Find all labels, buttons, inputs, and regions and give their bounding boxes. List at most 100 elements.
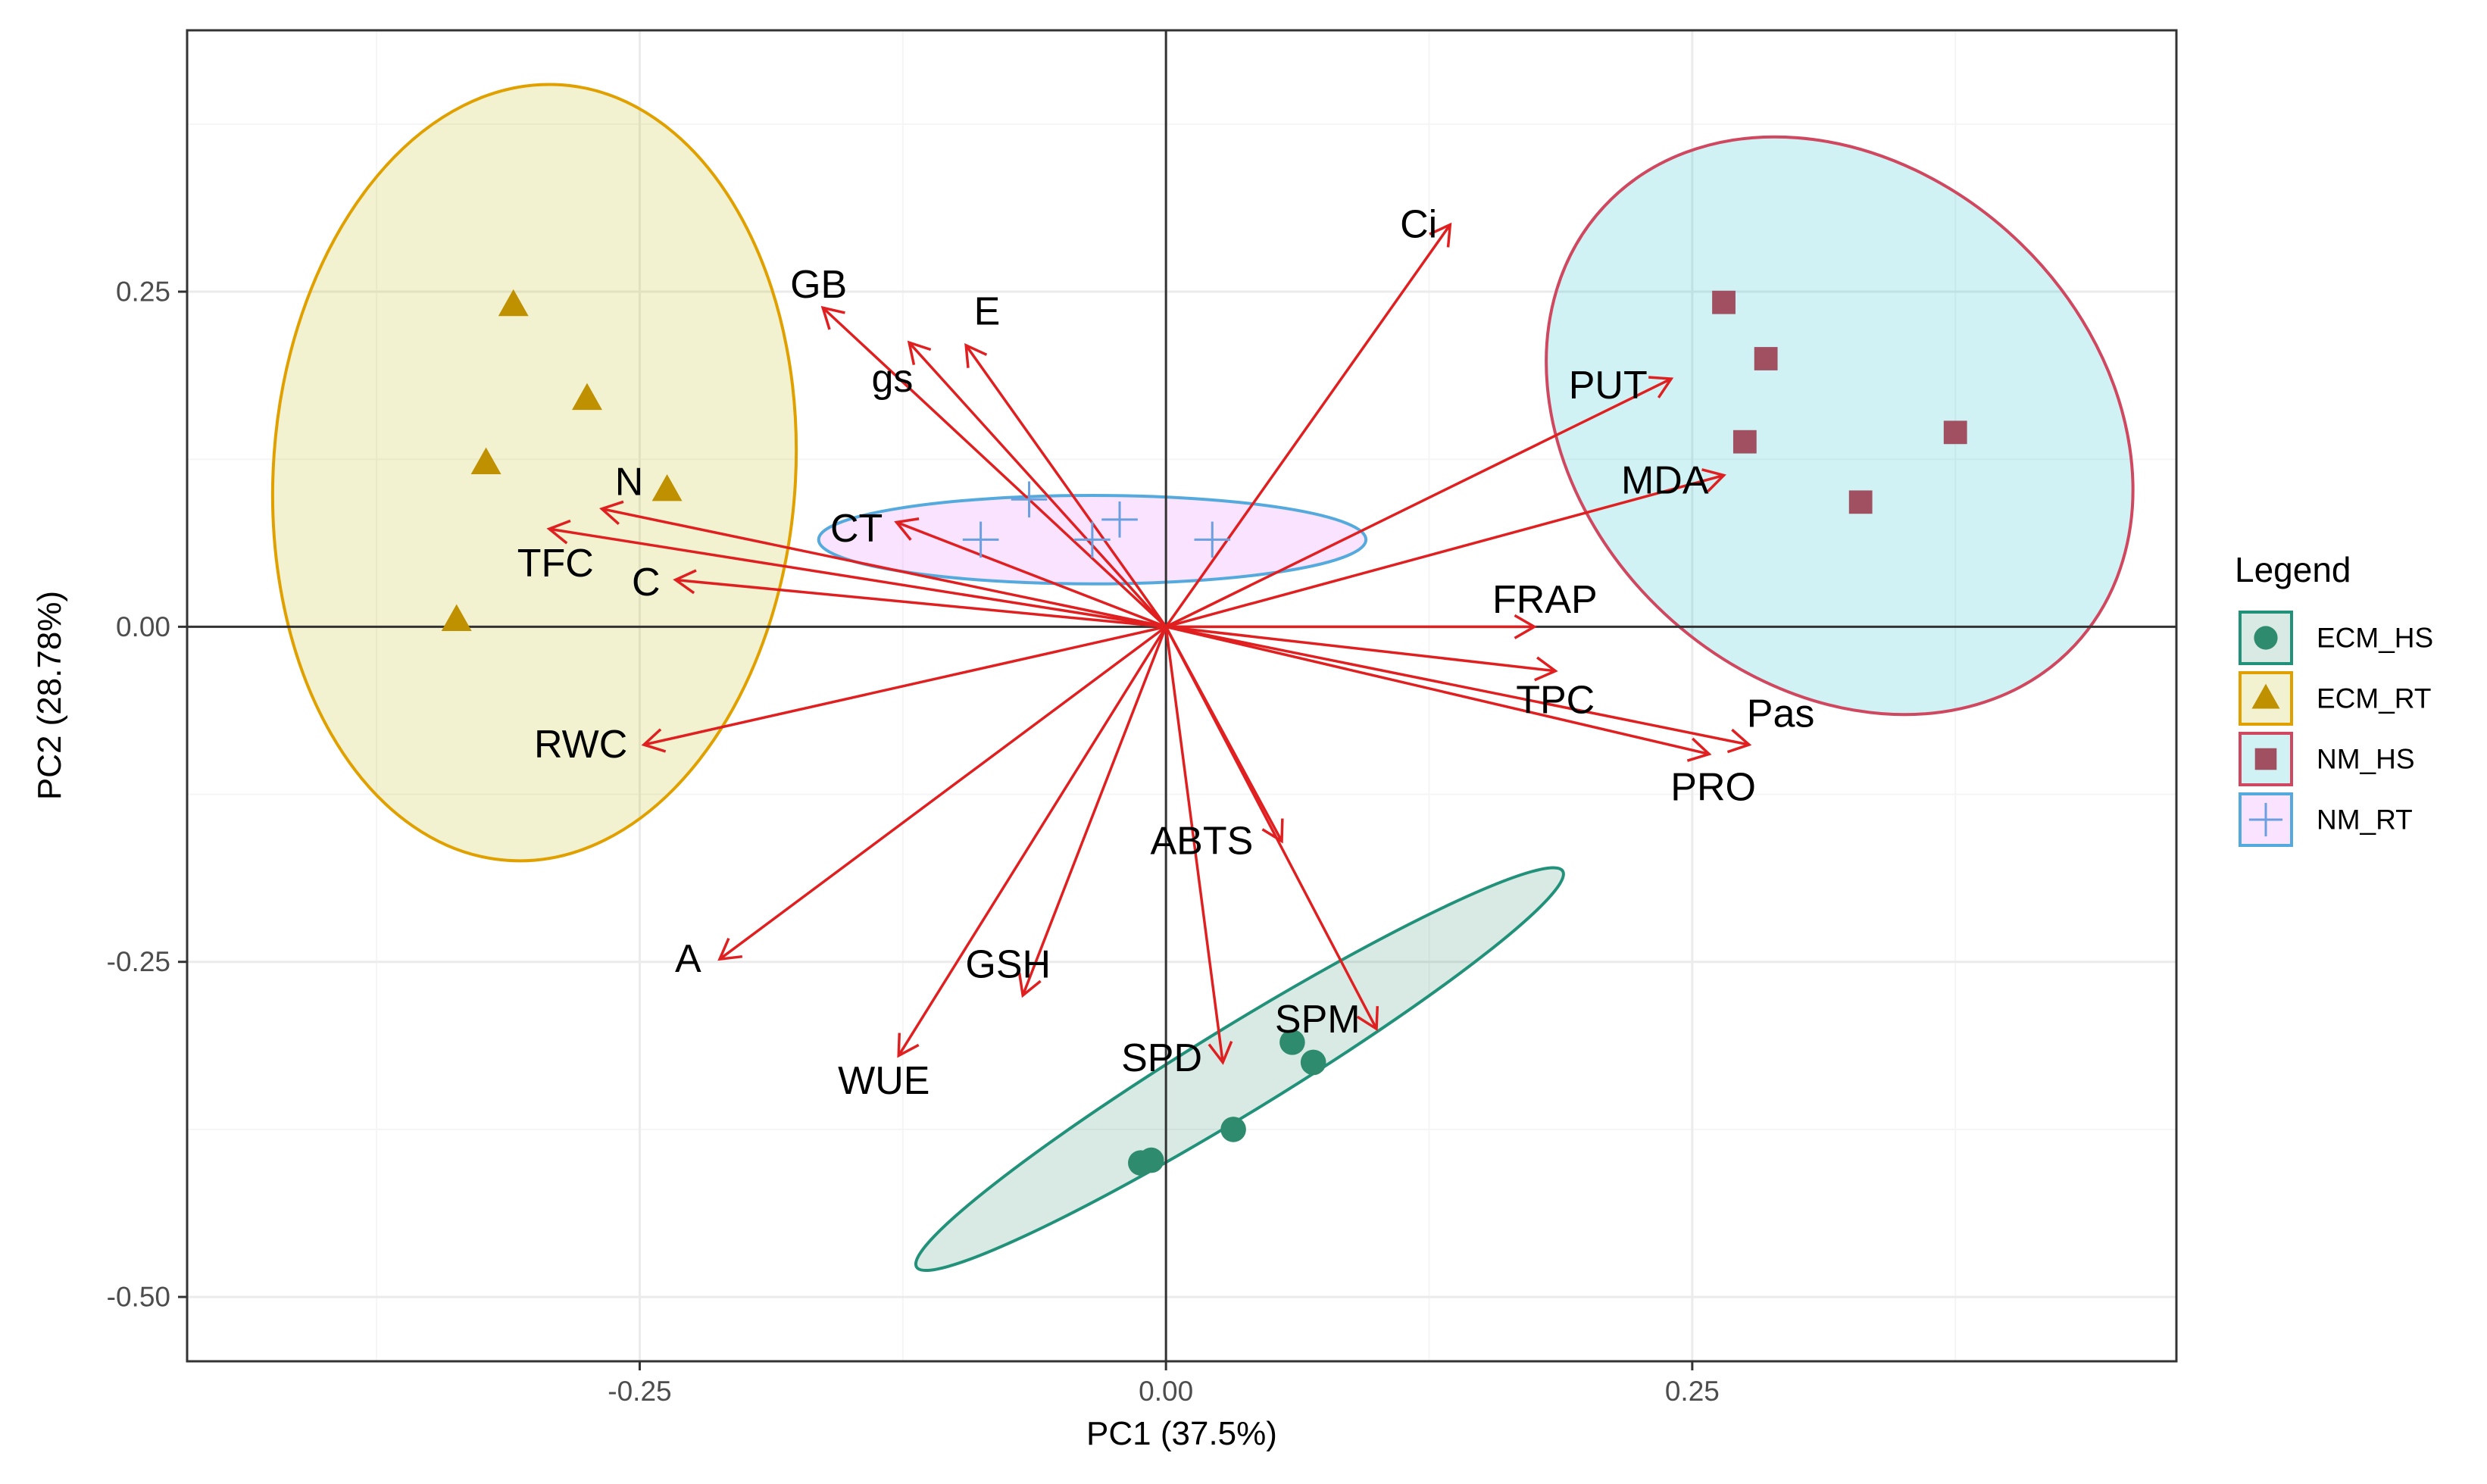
- arrow-head: [1356, 1006, 1379, 1032]
- legend-item-ecm-rt: ECM_RT: [2239, 671, 2431, 726]
- label-pro: PRO: [1670, 766, 1756, 810]
- point-ecm-rt: [651, 473, 683, 501]
- point-ecm-rt: [441, 604, 472, 632]
- arrow-shaft: [964, 344, 1167, 628]
- label-c: C: [632, 561, 661, 605]
- axis-ticks: -0.25 0.00 0.25 0.25 0.00 -0.25 -0.50: [107, 276, 1720, 1407]
- ellipse-ecm-hs: [914, 866, 1565, 1273]
- arrow-shaft: [719, 625, 1167, 961]
- arrow-wue: [897, 626, 1167, 1058]
- arrow-head: [1686, 737, 1712, 762]
- legend-label: NM_HS: [2317, 744, 2415, 775]
- y-tick-label: 0.00: [116, 611, 170, 642]
- legend-item-nm-hs: NM_HS: [2239, 732, 2415, 786]
- point-nm-hs: [1943, 420, 1967, 445]
- point-nm-rt: [962, 521, 999, 558]
- arrow-shaft: [1021, 626, 1167, 996]
- ellipse-nm-hs: [1545, 135, 2135, 717]
- label-gsh: GSH: [965, 942, 1051, 986]
- x-tick-label: 0.00: [1139, 1376, 1193, 1407]
- arrow-pas: [1165, 625, 1752, 754]
- point-ecm-rt: [470, 447, 501, 475]
- arrow-c: [673, 569, 1167, 629]
- arrow-head: [1017, 973, 1042, 998]
- arrow-gsh: [1017, 626, 1167, 998]
- arrow-shaft: [895, 520, 1167, 629]
- arrow-ct: [894, 517, 1167, 629]
- score-points: [441, 289, 1967, 1176]
- arrow-shaft: [548, 527, 1167, 629]
- arrow-head: [717, 937, 743, 961]
- point-ecm-rt: [498, 289, 529, 317]
- arrow-head: [964, 342, 988, 368]
- point-ecm-rt: [572, 383, 602, 411]
- arrow-shaft: [822, 306, 1167, 628]
- label-put: PUT: [1569, 364, 1648, 408]
- point-nm-rt: [1074, 521, 1111, 558]
- point-nm-hs: [1848, 490, 1873, 514]
- arrow-head: [1208, 1041, 1233, 1065]
- arrow-shaft: [643, 625, 1167, 746]
- point-ecm-hs: [1220, 1117, 1246, 1142]
- variable-labels: Ci GB Egs PUT MDA N CT TFC C FRAP TPC Pas PRO RWC ABTS…: [517, 203, 1815, 1104]
- arrow-head: [1648, 376, 1674, 398]
- point-ecm-hs: [1279, 1029, 1305, 1055]
- label-ci: Ci: [1400, 203, 1437, 247]
- legend-marker: [2251, 683, 2280, 709]
- arrow-head: [546, 519, 571, 545]
- point-ecm-hs: [1300, 1049, 1326, 1076]
- label-wue: WUE: [838, 1059, 930, 1103]
- arrow-rwc: [641, 625, 1167, 753]
- arrow-e: [964, 342, 1167, 628]
- arrow-ci: [1164, 222, 1452, 628]
- arrow-head: [1726, 728, 1752, 754]
- y-tick-label: 0.25: [116, 276, 170, 308]
- arrow-pro: [1165, 625, 1712, 762]
- arrow-head: [907, 340, 932, 365]
- x-tick-label: 0.25: [1665, 1376, 1720, 1407]
- label-gs: gs: [871, 357, 913, 401]
- legend-marker: [2254, 626, 2278, 650]
- label-ct: CT: [830, 507, 883, 551]
- label-a: A: [675, 937, 701, 981]
- arrow-shaft: [1165, 625, 1556, 673]
- point-nm-rt: [1011, 481, 1048, 518]
- arrow-head: [673, 569, 697, 595]
- y-tick-label: -0.50: [107, 1282, 170, 1313]
- point-nm-rt: [1194, 521, 1231, 558]
- label-frap: FRAP: [1492, 578, 1598, 622]
- legend-item-nm-rt: NM_RT: [2239, 792, 2413, 847]
- arrow-tpc: [1165, 625, 1558, 682]
- arrow-head: [1429, 222, 1452, 248]
- arrow-head: [599, 500, 624, 525]
- point-nm-hs: [1712, 290, 1736, 314]
- arrow-head: [1261, 818, 1284, 844]
- arrow-a: [717, 625, 1167, 961]
- arrow-shaft: [897, 626, 1167, 1057]
- x-tick-label: -0.25: [608, 1376, 671, 1407]
- label-mda: MDA: [1621, 459, 1709, 503]
- label-e: E: [974, 290, 1001, 334]
- arrow-shaft: [1165, 625, 1750, 746]
- ellipse-ecm-rt: [270, 83, 798, 863]
- point-nm-hs: [1732, 430, 1757, 454]
- label-tpc: TPC: [1516, 679, 1595, 723]
- arrow-head: [1534, 656, 1558, 682]
- arrow-head: [1701, 468, 1726, 492]
- y-tick-label: -0.25: [107, 946, 170, 977]
- arrow-head: [820, 305, 845, 330]
- legend-title: Legend: [2235, 550, 2351, 589]
- arrow-shaft: [601, 507, 1167, 629]
- arrow-shaft: [1165, 473, 1725, 629]
- arrow-spd: [1164, 626, 1233, 1065]
- legend-label: NM_RT: [2317, 804, 2413, 836]
- arrow-head: [897, 1033, 920, 1058]
- legend-label: ECM_RT: [2317, 683, 2431, 714]
- panel-border: [186, 29, 2178, 1363]
- arrow-spm: [1164, 626, 1379, 1032]
- label-n: N: [615, 460, 644, 504]
- label-gb: GB: [790, 263, 847, 307]
- loading-arrows: [546, 222, 1752, 1065]
- plot-panel: Ci GB Egs PUT MDA N CT TFC C FRAP TPC Pas PRO RWC ABTS…: [186, 29, 2178, 1363]
